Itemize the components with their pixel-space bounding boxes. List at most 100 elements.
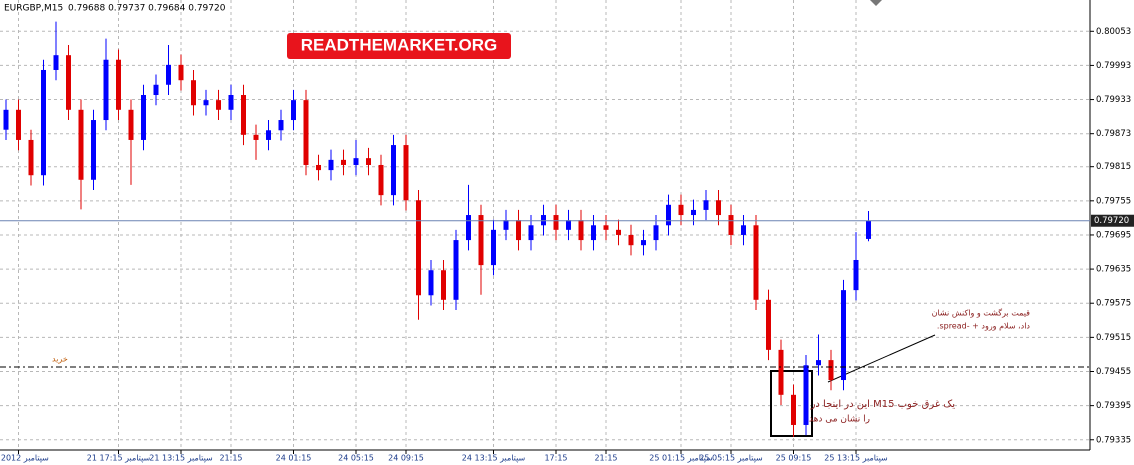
candle-body: [378, 164, 384, 196]
x-tick-label: 24 سپتامبر 13:15: [462, 454, 526, 463]
candle-body: [441, 270, 446, 300]
candle-body: [491, 229, 496, 266]
candle-body: [153, 84, 159, 96]
x-tick-label: 21:15: [219, 454, 242, 463]
annotation: قیمت برگشت و واکنش نشان: [932, 308, 1031, 318]
candle-body: [578, 220, 584, 241]
candle-body: [216, 100, 221, 110]
candle-body: [566, 220, 571, 230]
y-tick-label: 0.79455: [1096, 367, 1131, 377]
candle-body: [528, 225, 534, 241]
x-tick-label: 17:15: [544, 454, 567, 463]
x-tick-label: 25 سپتامبر 01:15: [649, 454, 713, 463]
watermark: READTHEMARKET.ORG: [301, 35, 497, 54]
candle-body: [841, 290, 846, 381]
candle-body: [753, 225, 759, 300]
symbol: EURGBP,M15: [4, 4, 63, 14]
x-tick-label: 24 01:15: [276, 454, 312, 463]
candles: [3, 21, 871, 437]
candle-body: [541, 215, 546, 226]
candle-body: [116, 59, 121, 110]
price-label: 0.79720: [1094, 216, 1129, 226]
y-tick-label: 0.79695: [1096, 230, 1131, 240]
candle-body: [128, 109, 134, 140]
candle-body: [828, 360, 834, 381]
candle-body: [778, 349, 784, 395]
candle-body: [303, 100, 309, 165]
candle-body: [53, 55, 59, 70]
y-tick-label: 0.79335: [1096, 435, 1131, 445]
candle-body: [266, 130, 271, 140]
x-tick-label: 21 سپتامبر 17:15: [87, 454, 151, 463]
x-tick-label: 21:15: [594, 454, 617, 463]
y-tick-label: 0.79755: [1096, 196, 1131, 206]
candle-body: [353, 158, 359, 165]
buy-label: خرید: [52, 354, 68, 363]
y-tick-label: 0.79395: [1096, 401, 1131, 411]
candle-body: [866, 220, 871, 239]
candle-body: [628, 234, 634, 246]
candle-body: [666, 204, 671, 226]
candle-body: [503, 220, 509, 230]
annotation: این در اینجا در M15 یک غرق خوب: [810, 399, 956, 410]
candle-body: [228, 95, 234, 110]
annotation: .spread- + داد، سلام ورود: [937, 322, 1031, 331]
x-tick-label: 24 09:15: [388, 454, 424, 463]
candle-body: [653, 225, 659, 241]
candle-body: [328, 159, 334, 171]
y-tick-label: 0.79575: [1096, 299, 1131, 309]
y-tick-label: 0.79515: [1096, 333, 1131, 343]
y-tick-label: 0.79993: [1096, 61, 1131, 71]
candle-body: [803, 365, 809, 425]
candle-body: [28, 139, 34, 176]
candle-body: [66, 55, 71, 110]
candle-body: [641, 240, 646, 246]
annotation: را نشان می دهد: [809, 415, 870, 425]
candle-body: [341, 159, 346, 165]
candle-body: [166, 64, 171, 85]
candle-body: [853, 259, 859, 291]
x-tick-label: 25 سپتامبر 13:15: [824, 454, 888, 463]
candle-body: [691, 209, 696, 216]
candle-body: [78, 109, 84, 180]
candle-body: [816, 360, 821, 366]
candle-body: [703, 200, 709, 210]
y-tick-label: 0.79933: [1096, 95, 1131, 105]
candle-body: [416, 200, 421, 296]
candle-body: [728, 215, 734, 235]
candle-body: [516, 220, 521, 241]
candle-body: [91, 120, 96, 180]
candle-body: [766, 299, 771, 350]
candle-body: [791, 394, 796, 425]
y-tick-label: 0.80053: [1096, 27, 1131, 37]
price-label-box: [1091, 214, 1134, 227]
candle-body: [616, 229, 621, 235]
candle-body: [391, 145, 396, 196]
x-tick-label: 21 سپتامبر 2012: [0, 454, 49, 463]
candle-body: [366, 158, 371, 165]
candle-body: [453, 240, 459, 300]
candle-body: [178, 64, 184, 81]
y-tick-label: 0.79635: [1096, 265, 1131, 275]
x-tick-label: 21 سپتامبر 13:15: [149, 454, 213, 463]
highlight-box: [770, 370, 813, 437]
watermark-box: [287, 33, 511, 59]
candle-body: [203, 100, 209, 106]
x-tick-label: 25 سپتامبر 05:15: [699, 454, 763, 463]
candle-body: [678, 204, 684, 216]
candle-body: [553, 215, 559, 230]
candle-body: [141, 95, 146, 140]
candle-body: [241, 95, 246, 135]
candle-body: [591, 225, 596, 241]
candle-body: [428, 270, 434, 296]
candle-body: [16, 109, 21, 140]
shift-marker: [870, 0, 882, 6]
candle-body: [478, 215, 484, 266]
candle-body: [403, 145, 409, 201]
x-tick-label: 25 09:15: [776, 454, 812, 463]
candle-body: [603, 225, 609, 230]
candle-body: [41, 69, 46, 176]
candle-body: [103, 59, 109, 121]
candle-body: [741, 225, 746, 235]
